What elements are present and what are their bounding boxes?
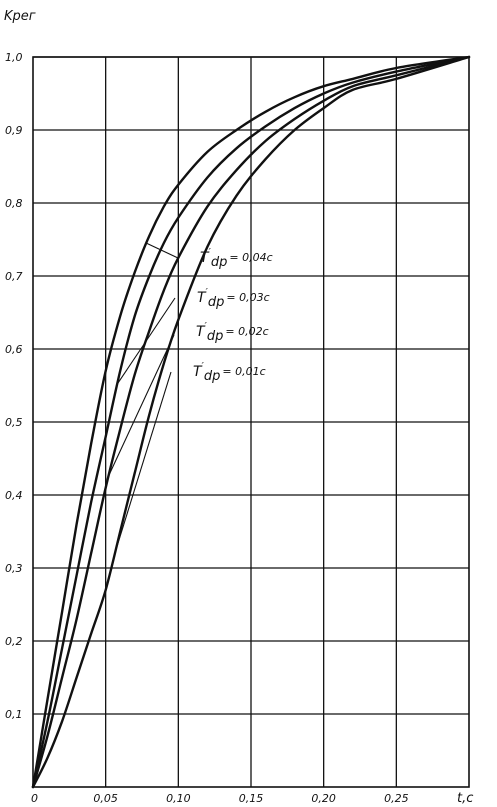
y-axis-title: Kрег	[4, 9, 36, 24]
series-leader-0	[146, 242, 179, 259]
y-tick-label-0: 0,1	[5, 708, 23, 721]
series-leader-1	[116, 297, 176, 385]
x-tick-label-2: 0,10	[166, 792, 191, 805]
x-axis-title: t,c	[457, 791, 473, 806]
x-tick-label-3: 0,15	[239, 792, 264, 805]
series-labels: T′dp = 0,04c T′dp = 0,03c T′dp = 0,02c T′dp = 0…	[108, 242, 273, 556]
series-label-3: T′dp = 0,01c	[193, 361, 266, 384]
y-tick-label-6: 0,7	[5, 270, 23, 283]
series-label-1: T′dp = 0,03c	[197, 287, 270, 310]
series-curve-3	[31, 55, 471, 789]
x-tick-label-0: 0	[31, 792, 38, 805]
series-label-0: T′dp = 0,04c	[200, 247, 273, 270]
y-tick-label-1: 0,2	[5, 635, 23, 648]
x-tick-label-4: 0,20	[311, 792, 336, 805]
series-label-2: T′dp = 0,02c	[196, 321, 269, 344]
grid	[32, 56, 470, 788]
series-leader-2	[108, 334, 175, 477]
series-curve-2	[31, 55, 471, 789]
y-tick-label-2: 0,3	[5, 562, 23, 575]
y-tick-label-9: 1,0	[5, 51, 23, 64]
series-curve-0	[31, 55, 471, 789]
tick-labels: 0 0,05 0,10 0,15 0,20 0,25 0,1 0,2 0,3 0,4 0,5 0,6 0…	[5, 51, 409, 805]
curves	[31, 55, 471, 789]
y-tick-label-7: 0,8	[5, 197, 23, 210]
y-tick-label-8: 0,9	[5, 124, 23, 137]
y-tick-label-3: 0,4	[5, 489, 23, 502]
x-tick-label-5: 0,25	[384, 792, 409, 805]
series-leader-3	[113, 371, 172, 556]
series-curve-1	[31, 55, 471, 789]
y-tick-label-4: 0,5	[5, 416, 23, 429]
x-tick-label-1: 0,05	[93, 792, 118, 805]
y-tick-label-5: 0,6	[5, 343, 23, 356]
